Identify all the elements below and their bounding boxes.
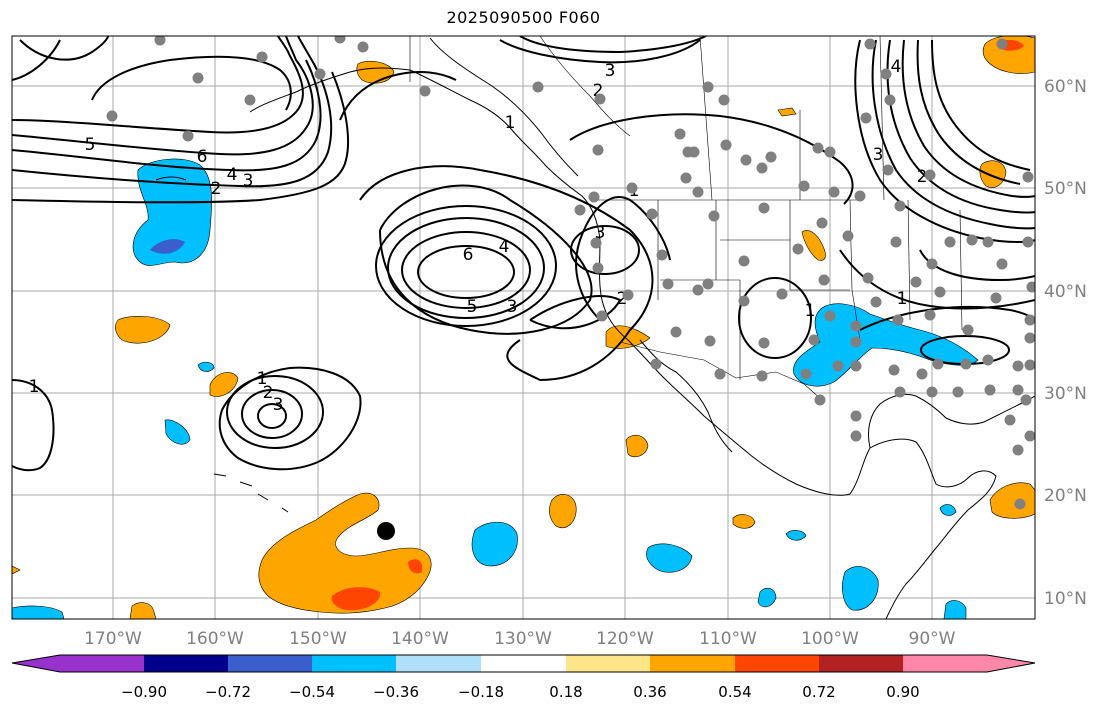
lon-label: 120°W: [596, 629, 654, 649]
lat-label: 60°N: [1044, 77, 1087, 97]
contour-label: 1: [505, 113, 516, 133]
contour-label: 2: [917, 167, 928, 187]
borders: [409, 36, 963, 401]
colorbar-tick-label: 0.90: [886, 683, 919, 701]
contour-labels: 6 4 5 3 3 2 1 1 5 6 4 3 2 3 2 3 2 1 1 1 …: [29, 57, 928, 415]
longitude-labels: 170°W 160°W 150°W 140°W 130°W 120°W 110°…: [84, 629, 956, 649]
contour-label: 4: [891, 57, 902, 77]
colorbar-segment: [228, 655, 312, 672]
contour-label: 6: [197, 147, 208, 167]
colorbar-tick-label: 0.36: [633, 683, 666, 701]
colorbar-outline: [11, 654, 1036, 673]
latitude-labels: 60°N 50°N 40°N 30°N 20°N 10°N: [1044, 77, 1087, 609]
contour-label: 3: [873, 145, 884, 165]
contours: [12, 36, 1035, 472]
contour-label: 2: [263, 383, 274, 403]
colorbar-segment: [650, 655, 735, 672]
lat-label: 10°N: [1044, 589, 1087, 609]
lon-label: 130°W: [494, 629, 552, 649]
colorbar-tick-label: −0.90: [121, 683, 167, 701]
colorbar-low-arrow: [12, 655, 60, 672]
colorbar-segment: [396, 655, 481, 672]
contour-label: 4: [499, 237, 510, 257]
colorbar-segment: [481, 655, 566, 672]
lat-label: 50°N: [1044, 179, 1087, 199]
tropical-cyclone-marker: [377, 522, 395, 540]
lat-label: 20°N: [1044, 486, 1087, 506]
lat-label: 30°N: [1044, 384, 1087, 404]
lon-label: 160°W: [186, 629, 244, 649]
colorbar-tick-label: −0.18: [458, 683, 504, 701]
colorbar-tick-label: −0.72: [205, 683, 251, 701]
plot-border: [11, 35, 1036, 620]
colorbar-tick-label: −0.36: [373, 683, 419, 701]
contour-label: 2: [211, 179, 222, 199]
colorbar: −0.90 −0.72 −0.54 −0.36 −0.18 0.18 0.36 …: [11, 654, 1036, 701]
colorbar-segment: [312, 655, 396, 672]
colorbar-tick-label: 0.54: [718, 683, 751, 701]
colorbar-segment: [566, 655, 650, 672]
lat-label: 40°N: [1044, 282, 1087, 302]
lon-label: 140°W: [391, 629, 449, 649]
anomaly-fills: [12, 36, 1035, 619]
contour-label: 5: [85, 135, 96, 155]
lon-label: 100°W: [801, 629, 859, 649]
coastlines: [155, 37, 1035, 619]
contour-label: 3: [605, 61, 616, 81]
contour-label: 1: [257, 369, 268, 389]
colorbar-segment: [60, 655, 144, 672]
colorbar-tick-label: −0.54: [289, 683, 335, 701]
lon-label: 150°W: [289, 629, 347, 649]
lon-label: 110°W: [699, 629, 757, 649]
contour-label: 1: [897, 289, 908, 309]
contour-label: 2: [593, 81, 604, 101]
colorbar-segment: [144, 655, 228, 672]
contour-label: 3: [273, 395, 284, 415]
contour-label: 1: [805, 301, 816, 321]
colorbar-tick-label: 0.18: [549, 683, 582, 701]
lon-label: 170°W: [84, 629, 142, 649]
chart-title: 2025090500 F060: [446, 8, 601, 27]
colorbar-tick-label: 0.72: [802, 683, 835, 701]
plot-area: 6 4 5 3 3 2 1 1 5 6 4 3 2 3 2 3 2 1 1 1 …: [12, 36, 1035, 619]
contour-label: 4: [227, 165, 238, 185]
contour-label: 3: [595, 223, 606, 243]
contour-label: 3: [243, 171, 254, 191]
station-markers: [106, 36, 1035, 510]
colorbar-segment: [903, 655, 987, 672]
colorbar-segment: [819, 655, 903, 672]
colorbar-high-arrow: [987, 655, 1035, 672]
contour-label: 1: [29, 377, 40, 397]
contour-label: 2: [617, 289, 628, 309]
contour-label: 5: [467, 297, 478, 317]
colorbar-segment: [735, 655, 819, 672]
contour-label: 3: [507, 297, 518, 317]
contour-label: 6: [463, 245, 474, 265]
lon-label: 90°W: [909, 629, 956, 649]
